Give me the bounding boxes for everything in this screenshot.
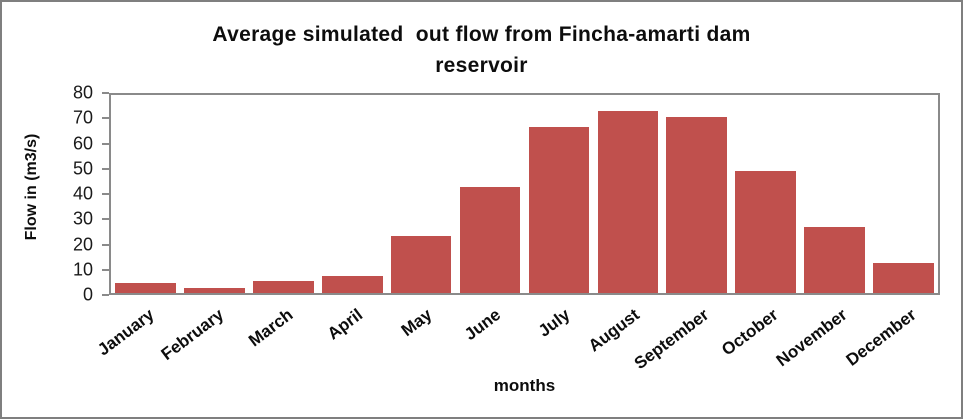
bar-july <box>528 127 590 293</box>
x-label-august: August <box>584 305 643 356</box>
y-tick-label-60: 60 <box>72 133 93 153</box>
bar-august <box>597 111 659 293</box>
x-label-january: January <box>94 305 159 360</box>
y-tick-mark <box>102 193 109 195</box>
y-tick-label-80: 80 <box>72 82 93 103</box>
x-label-april: April <box>323 305 366 344</box>
y-tick-label-10: 10 <box>72 259 93 280</box>
y-tick-mark <box>102 142 109 145</box>
y-tick-mark <box>102 167 109 170</box>
bar-may <box>390 236 452 293</box>
x-label-may: May <box>397 305 436 341</box>
y-tick-label-40: 40 <box>72 183 93 204</box>
x-label-october: October <box>717 305 782 360</box>
x-axis-title: months <box>493 376 556 395</box>
y-tick-label-50: 50 <box>72 158 93 179</box>
y-tick-mark <box>102 117 109 120</box>
y-tick-label-0: 0 <box>82 284 93 305</box>
y-axis: 0 10 20 30 40 50 60 70 80 <box>2 83 109 305</box>
bar-march <box>252 280 314 293</box>
x-label-march: March <box>245 305 297 351</box>
chart-title-line1: Average simulated out flow from Fincha-a… <box>212 23 751 46</box>
chart-title: Average simulated out flow from Fincha-a… <box>2 19 961 81</box>
y-tick-mark <box>102 294 109 296</box>
bar-april <box>321 275 383 293</box>
bar-november <box>804 227 865 293</box>
bar-june <box>459 186 521 293</box>
y-tick-mark <box>102 92 109 94</box>
x-label-december: December <box>842 305 920 370</box>
plot-area <box>109 93 940 295</box>
bar-september <box>666 117 728 293</box>
y-tick-mark <box>102 243 109 246</box>
bar-december <box>873 263 934 293</box>
bar-february <box>184 288 245 293</box>
x-label-june: June <box>461 305 505 345</box>
x-label-november: November <box>772 305 851 371</box>
x-label-february: February <box>157 305 228 364</box>
x-axis-labels: January February March April May June July Augu… <box>2 301 961 376</box>
y-tick-label-20: 20 <box>72 234 93 254</box>
x-label-july: July <box>534 305 574 341</box>
y-tick-label-30: 30 <box>72 208 93 229</box>
y-tick-mark <box>102 218 109 221</box>
y-tick-mark <box>102 268 109 271</box>
x-label-september: September <box>630 305 713 374</box>
bar-january <box>115 283 176 293</box>
bar-october <box>735 170 797 293</box>
chart-title-line2: reservoir <box>435 54 528 77</box>
y-tick-label-70: 70 <box>72 107 93 128</box>
